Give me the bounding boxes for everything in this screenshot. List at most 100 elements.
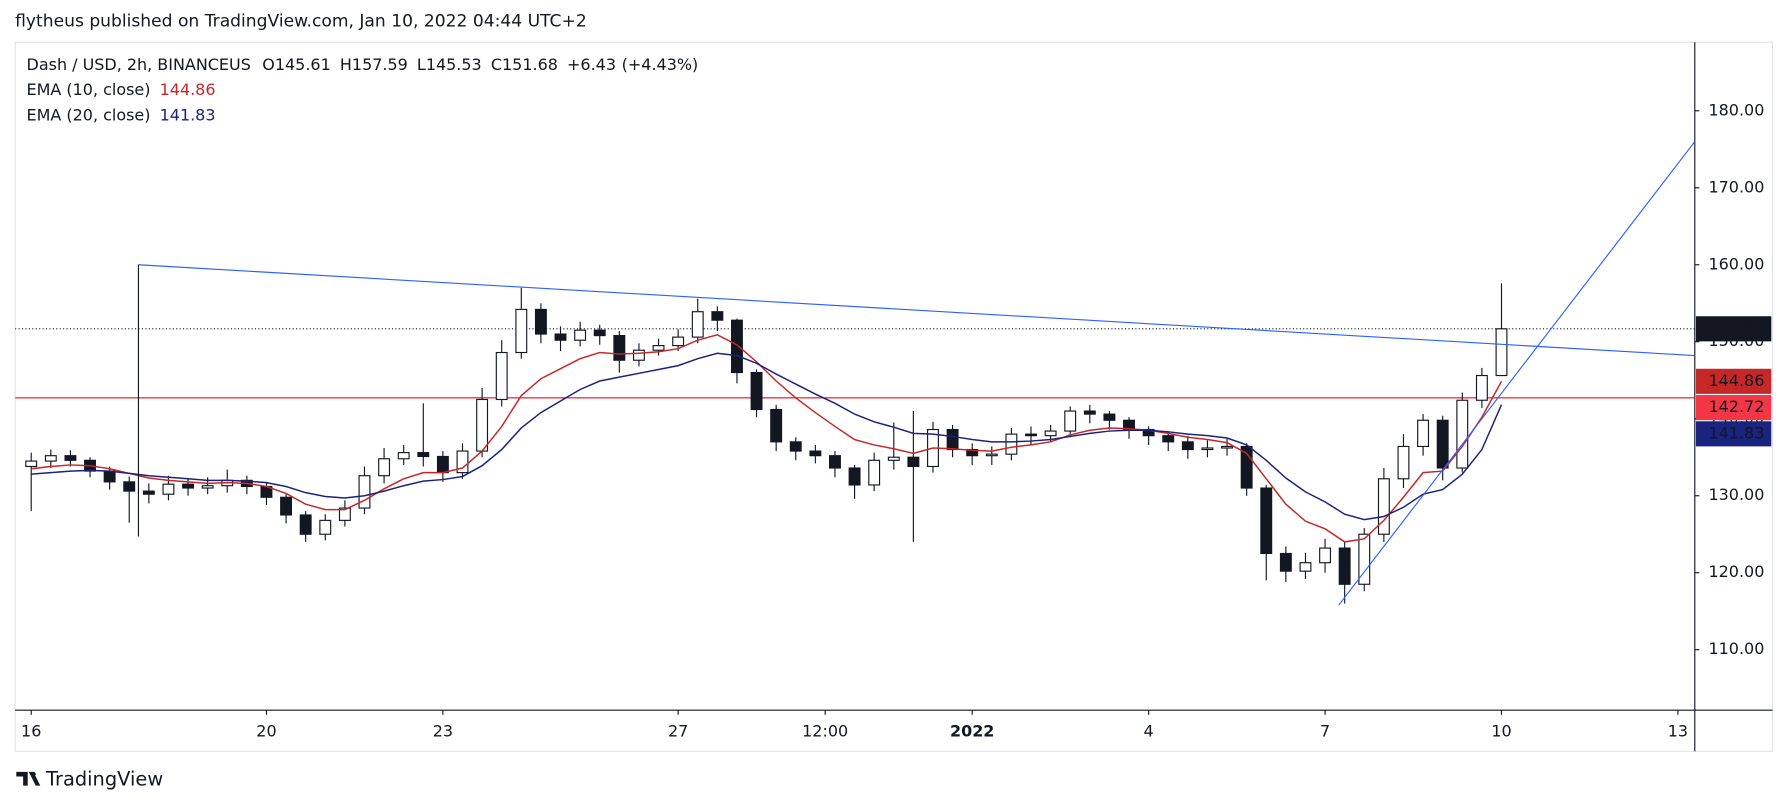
x-tick-label: 12:00	[802, 721, 848, 740]
price-box-label: 141.83	[1708, 423, 1764, 442]
ohlc-prefix: C	[491, 55, 502, 74]
change-pct: (+4.43%)	[622, 55, 699, 74]
candle-body	[319, 519, 332, 535]
ema-line	[31, 334, 1503, 543]
candle-body	[162, 483, 175, 495]
y-tick-label: 180.00	[1708, 100, 1764, 119]
candle-body	[1279, 552, 1292, 572]
candle-body	[1397, 445, 1410, 480]
ohlc-prefix: O	[262, 55, 275, 74]
price-box-label: 142.72	[1708, 397, 1764, 416]
x-tick-label: 10	[1491, 721, 1511, 740]
candle-body	[613, 335, 626, 361]
ohlc-value: 151.68	[502, 55, 558, 74]
candle-body	[1417, 419, 1430, 448]
legend-value: 141.83	[160, 105, 216, 124]
candle-body	[672, 336, 685, 347]
candle-body	[417, 452, 430, 458]
candle-body	[809, 450, 822, 457]
x-tick-label: 4	[1144, 721, 1154, 740]
candle-body	[515, 308, 528, 354]
candle-body	[946, 428, 959, 451]
price-box-label: 151.68	[1708, 318, 1764, 337]
candle-body	[1319, 547, 1332, 564]
x-tick-label: 13	[1668, 721, 1688, 740]
candle-body	[789, 441, 802, 452]
candle-body	[182, 483, 195, 489]
candle-body	[534, 308, 547, 335]
candle-body	[887, 456, 900, 461]
candle-body	[44, 455, 57, 462]
candle-body	[495, 351, 508, 401]
legend: Dash / USD, 2h, BINANCEUS O145.61 H157.59 L…	[27, 55, 699, 124]
price-box	[1695, 316, 1772, 342]
trend-line	[138, 264, 1695, 357]
ohlc-prefix: L	[417, 55, 426, 74]
candle-body	[201, 485, 214, 489]
candle-body	[25, 460, 38, 468]
y-tick-label: 110.00	[1708, 639, 1764, 658]
ohlc-prefix: H	[340, 55, 352, 74]
candle-body	[1201, 447, 1214, 451]
x-tick-label: 7	[1320, 721, 1330, 740]
x-tick-label: 20	[256, 721, 276, 740]
candle-body	[1064, 410, 1077, 432]
x-tick-label: 2022	[950, 721, 994, 740]
candle-body	[985, 453, 998, 457]
y-tick-label: 160.00	[1708, 254, 1764, 273]
ohlc-value: 145.53	[426, 55, 482, 74]
y-tick-label: 170.00	[1708, 177, 1764, 196]
candle-body	[338, 507, 351, 521]
candle-body	[1044, 430, 1057, 437]
legend-value: 144.86	[160, 80, 216, 99]
candle-body	[1221, 445, 1234, 449]
price-box	[1695, 368, 1772, 394]
candle-body	[1456, 399, 1469, 469]
y-tick-label: 120.00	[1708, 562, 1764, 581]
candle-body	[1299, 562, 1312, 572]
candle-body	[299, 514, 312, 535]
candle-body	[554, 333, 567, 341]
price-box	[1695, 421, 1772, 447]
candle-body	[652, 345, 665, 351]
candle-body	[456, 450, 469, 474]
ema-line	[31, 352, 1503, 521]
candle-body	[1103, 413, 1116, 421]
y-tick-label: 130.00	[1708, 485, 1764, 504]
candle-body	[868, 459, 881, 486]
ohlc-value: 157.59	[352, 55, 408, 74]
candle-body	[1358, 533, 1371, 585]
x-tick-label: 27	[668, 721, 688, 740]
candle-body	[574, 329, 587, 341]
ema-legend: EMA (20, close) 141.83	[27, 105, 216, 124]
trend-line	[1338, 141, 1695, 606]
candle-body	[142, 490, 155, 495]
candle-body	[1436, 419, 1449, 469]
brand-icon-dot	[31, 771, 36, 777]
candle-body	[593, 329, 606, 337]
candle-body	[1495, 328, 1508, 377]
brand-logo: TradingView	[16, 767, 163, 790]
candle-body	[966, 448, 979, 457]
candle-body	[711, 311, 724, 321]
brand: TradingView	[45, 767, 163, 790]
symbol: Dash / USD, 2h, BINANCEUS	[27, 55, 251, 74]
candle-body	[378, 458, 391, 477]
candle-body	[1162, 435, 1175, 443]
candle-body	[691, 311, 704, 338]
plot	[15, 141, 1695, 606]
frame	[14, 41, 1774, 752]
candle-body	[1475, 374, 1488, 401]
legend-name: EMA (20, close)	[27, 105, 151, 124]
candle-body	[1377, 478, 1390, 535]
candle-body	[1338, 547, 1351, 585]
legend-name: EMA (10, close)	[27, 80, 151, 99]
change: +6.43	[567, 55, 616, 74]
candle-body	[1240, 445, 1253, 489]
candle-body	[358, 475, 371, 509]
price-box	[1695, 395, 1772, 421]
candle-body	[397, 452, 410, 460]
